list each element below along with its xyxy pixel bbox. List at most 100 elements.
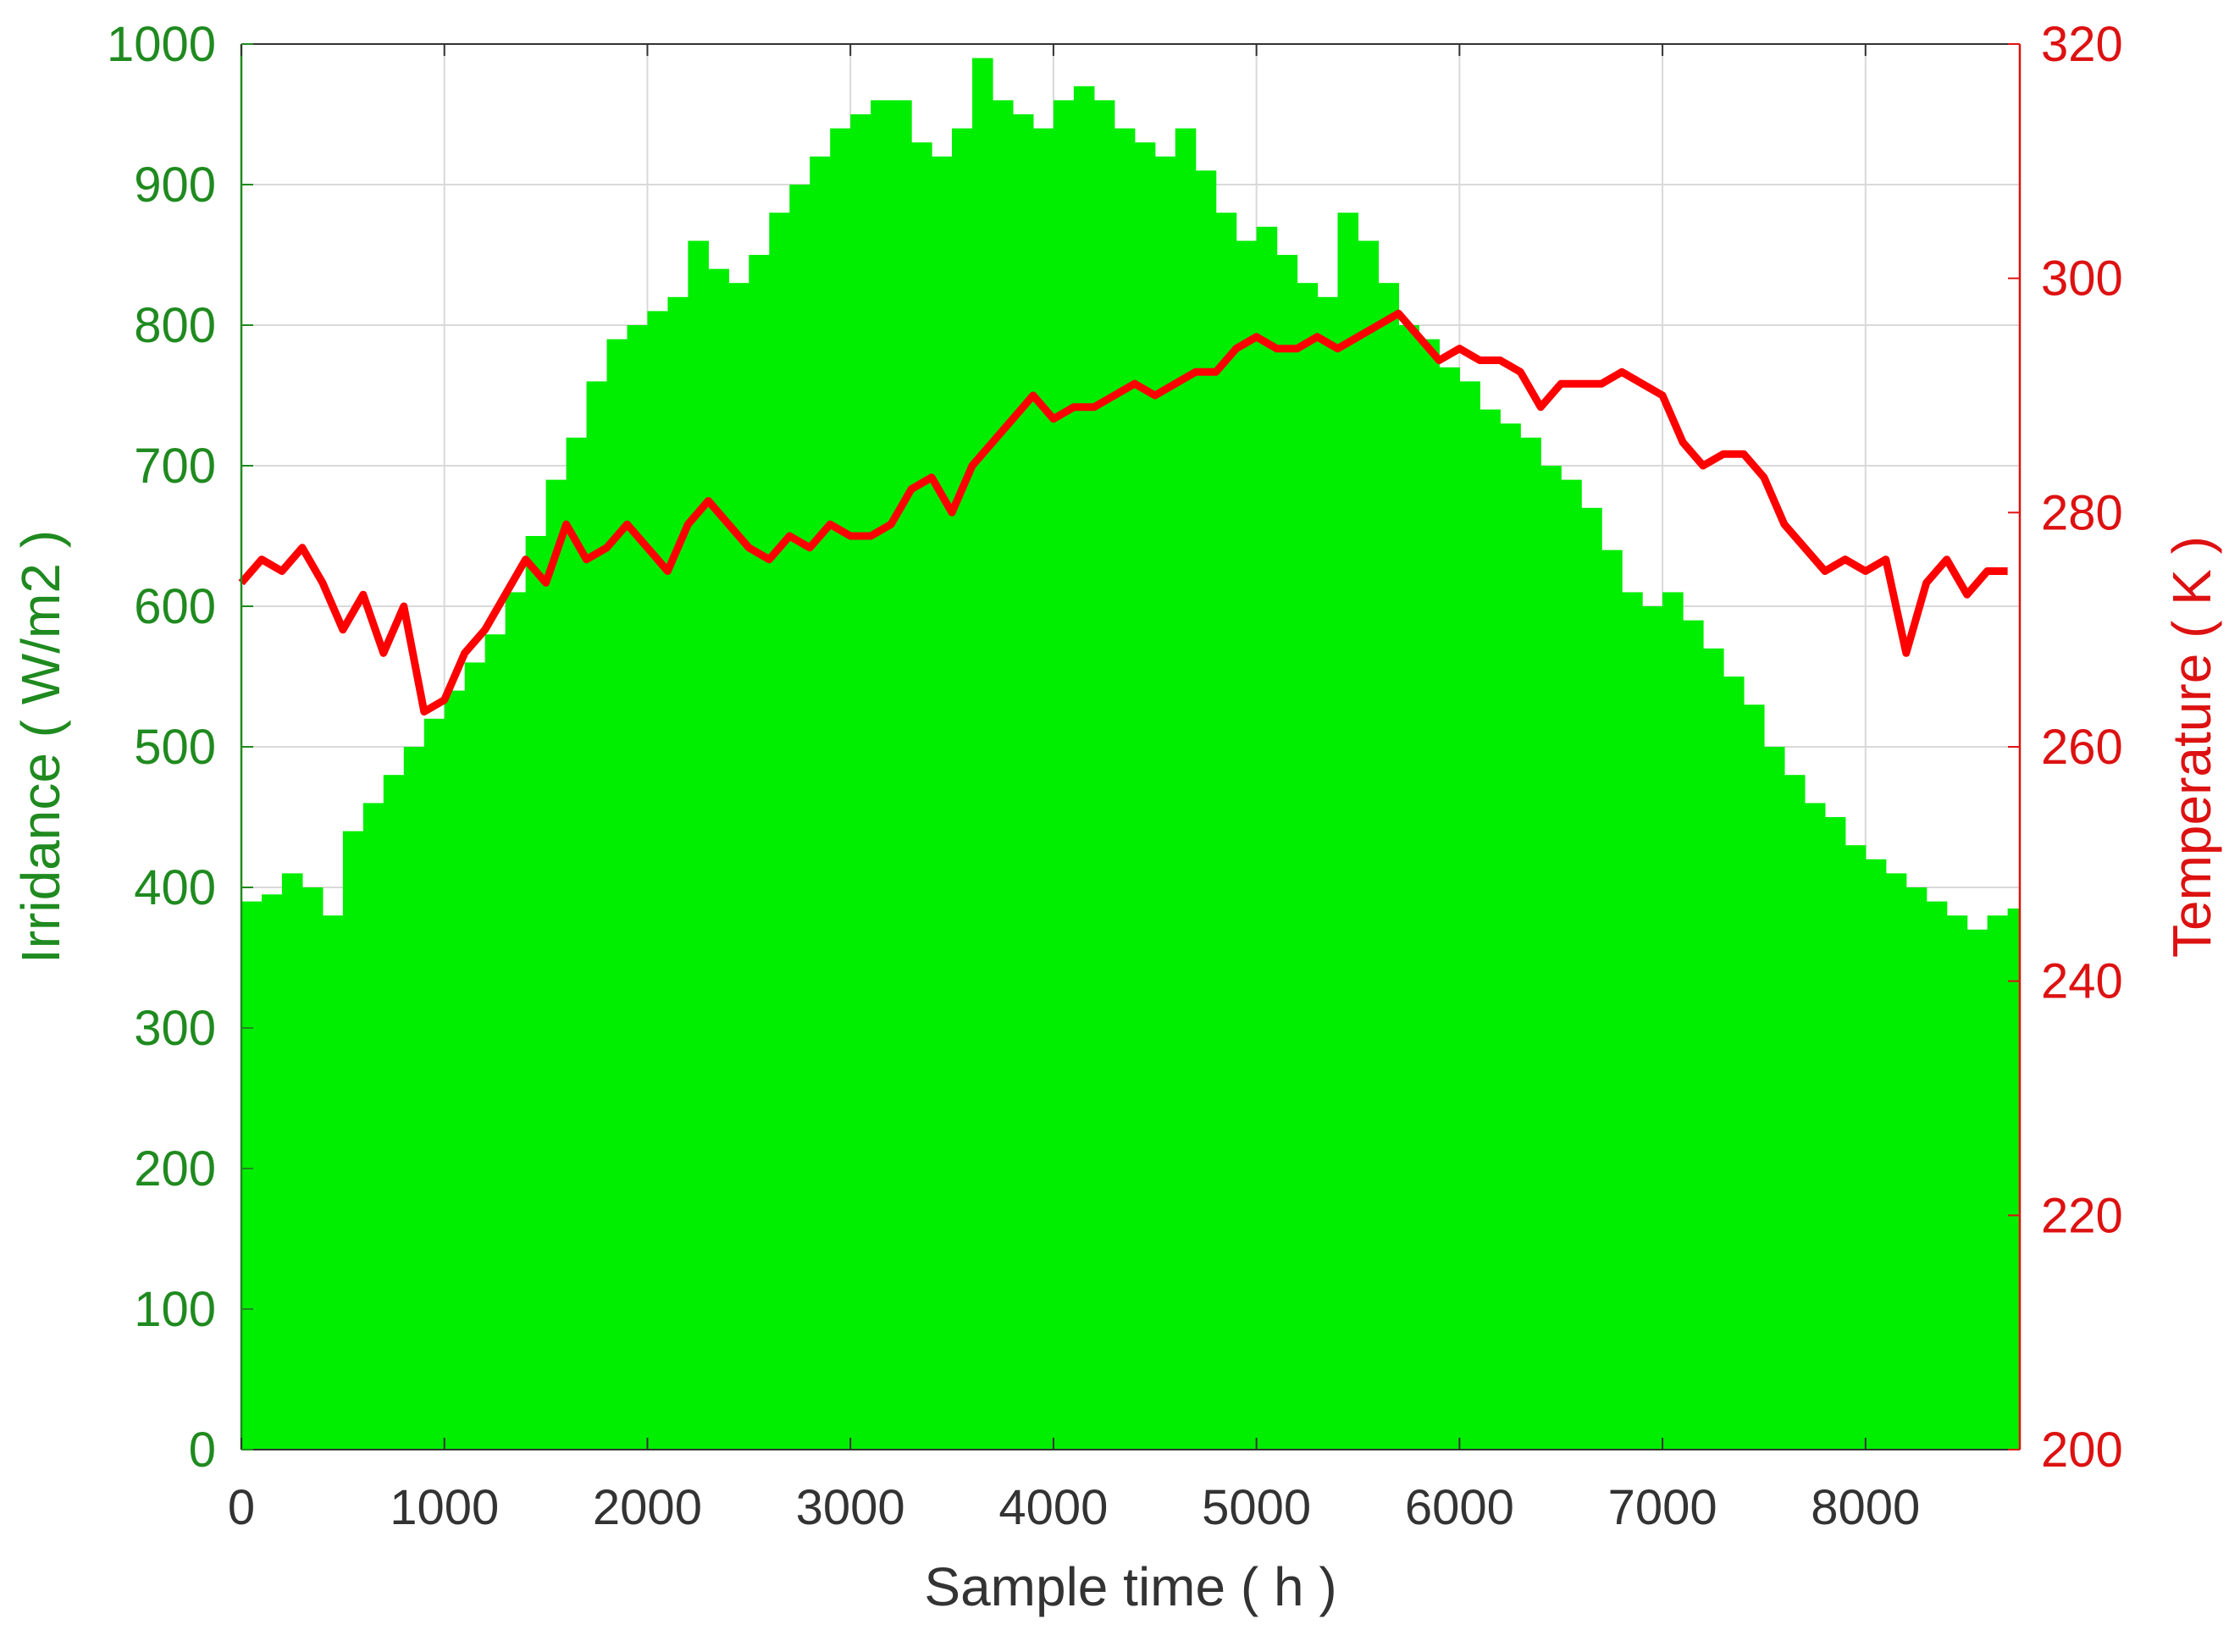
y-left-tick-label: 700 (134, 439, 216, 494)
irradiance-bar (1662, 592, 1684, 1450)
irradiance-bar (261, 894, 283, 1450)
irradiance-bar (810, 156, 831, 1450)
irradiance-bar (1175, 128, 1197, 1450)
irradiance-bar (1459, 381, 1480, 1450)
irradiance-bar (1073, 86, 1095, 1450)
irradiance-bar (1601, 550, 1623, 1450)
y-left-tick-label: 900 (134, 157, 216, 213)
irradiance-bar (1093, 100, 1115, 1450)
irradiance-bar (1784, 775, 1806, 1450)
irradiance-bar (322, 915, 344, 1450)
irradiance-bar (1622, 592, 1643, 1450)
irradiance-bar (1561, 479, 1582, 1450)
irradiance-bar (2007, 908, 2021, 1450)
y-left-tick-label: 800 (134, 298, 216, 353)
y-right-tick-label: 200 (2041, 1423, 2123, 1478)
y-left-tick-label: 500 (134, 720, 216, 775)
irradiance-bar (992, 100, 1014, 1450)
irradiance-bar (1215, 213, 1237, 1450)
irradiance-bar (1154, 156, 1176, 1450)
irradiance-bars (241, 58, 2021, 1450)
irradiance-bar (1581, 507, 1602, 1450)
y-right-tick-label: 260 (2041, 720, 2123, 775)
irradiance-bar (545, 479, 567, 1450)
irradiance-bar (1317, 296, 1339, 1450)
x-tick-label: 3000 (796, 1480, 905, 1535)
irradiance-bar (525, 536, 547, 1450)
irradiance-bar (1743, 704, 1765, 1450)
irradiance-bar (1804, 803, 1826, 1450)
x-axis-label: Sample time ( h ) (924, 1556, 1336, 1617)
irradiance-bar (1723, 677, 1745, 1450)
irradiance-bar (830, 128, 851, 1450)
irradiance-bar (1480, 409, 1501, 1450)
y-left-tick-label: 200 (134, 1141, 216, 1196)
irradiance-bar (1500, 423, 1521, 1450)
y-left-tick-label: 400 (134, 860, 216, 915)
irradiance-bar (1134, 142, 1156, 1450)
irradiance-bar (1398, 325, 1420, 1450)
irradiance-bar (647, 311, 669, 1450)
irradiance-bar (1195, 170, 1217, 1450)
x-tick-label: 8000 (1811, 1480, 1920, 1535)
irradiance-bar (281, 873, 303, 1450)
irradiance-bar (1763, 747, 1785, 1450)
irradiance-bar (891, 100, 912, 1450)
irradiance-bar (464, 662, 486, 1450)
irradiance-bar (505, 592, 527, 1450)
irradiance-bar (749, 255, 770, 1450)
irradiance-bar (1337, 213, 1359, 1450)
irradiance-bar (1419, 339, 1440, 1450)
irradiance-bar (383, 775, 405, 1450)
irradiance-bar (1012, 114, 1034, 1450)
y-right-tick-label: 220 (2041, 1188, 2123, 1243)
irradiance-bar (342, 831, 364, 1450)
irradiance-bar (871, 100, 892, 1450)
irradiance-bar (1540, 466, 1562, 1450)
irradiance-bar (362, 803, 384, 1450)
irradiance-bar (1683, 620, 1704, 1450)
y-axis-right-label: Temperature ( K ) (2161, 536, 2222, 958)
irradiance-bar (1966, 929, 1988, 1450)
x-tick-label: 5000 (1202, 1480, 1311, 1535)
y-left-tick-label: 1000 (107, 17, 216, 72)
irradiance-bar (688, 240, 709, 1450)
y-left-tick-label: 300 (134, 1001, 216, 1056)
y-right-tick-label: 240 (2041, 954, 2123, 1009)
irradiance-bar (403, 747, 425, 1450)
y-left-tick-label: 0 (189, 1423, 216, 1478)
x-tick-label: 4000 (998, 1480, 1108, 1535)
y-right-tick-label: 280 (2041, 485, 2123, 540)
y-axis-left-label: Irridance ( W/m2 ) (10, 530, 71, 964)
irradiance-bar (423, 718, 445, 1450)
irradiance-bar (1987, 915, 2009, 1450)
irradiance-bar (1276, 255, 1298, 1450)
irradiance-bar (627, 325, 649, 1450)
irradiance-bar (241, 901, 263, 1450)
irradiance-bar (1256, 226, 1278, 1450)
temperature-line (238, 309, 2008, 715)
irradiance-bar (1520, 437, 1541, 1450)
irradiance-bar (586, 381, 608, 1450)
irradiance-bar (1297, 283, 1319, 1450)
irradiance-bar (1032, 128, 1054, 1450)
irradiance-bar (1865, 859, 1887, 1450)
irradiance-bar (952, 128, 973, 1450)
tick-labels: 0 1000 2000 3000 4000 5000 6000 7000 8000 0 100 200… (107, 17, 2123, 1535)
irradiance-bar (1824, 817, 1846, 1450)
irradiance-bar (789, 185, 810, 1450)
irradiance-bar (1946, 915, 1968, 1450)
irradiance-bar (850, 114, 871, 1450)
irradiance-bar (1703, 648, 1724, 1450)
y-right-tick-label: 300 (2041, 251, 2123, 307)
irradiance-bar (1905, 887, 1928, 1450)
irradiance-bar (667, 296, 689, 1450)
plot-frame (240, 43, 2022, 1450)
irradiance-bar (444, 690, 466, 1450)
irradiance-bar (1114, 128, 1136, 1450)
irradiance-bar (1926, 901, 1948, 1450)
x-tick-label: 6000 (1405, 1480, 1514, 1535)
irradiance-bar (1053, 100, 1075, 1450)
irradiance-bar (301, 887, 324, 1450)
